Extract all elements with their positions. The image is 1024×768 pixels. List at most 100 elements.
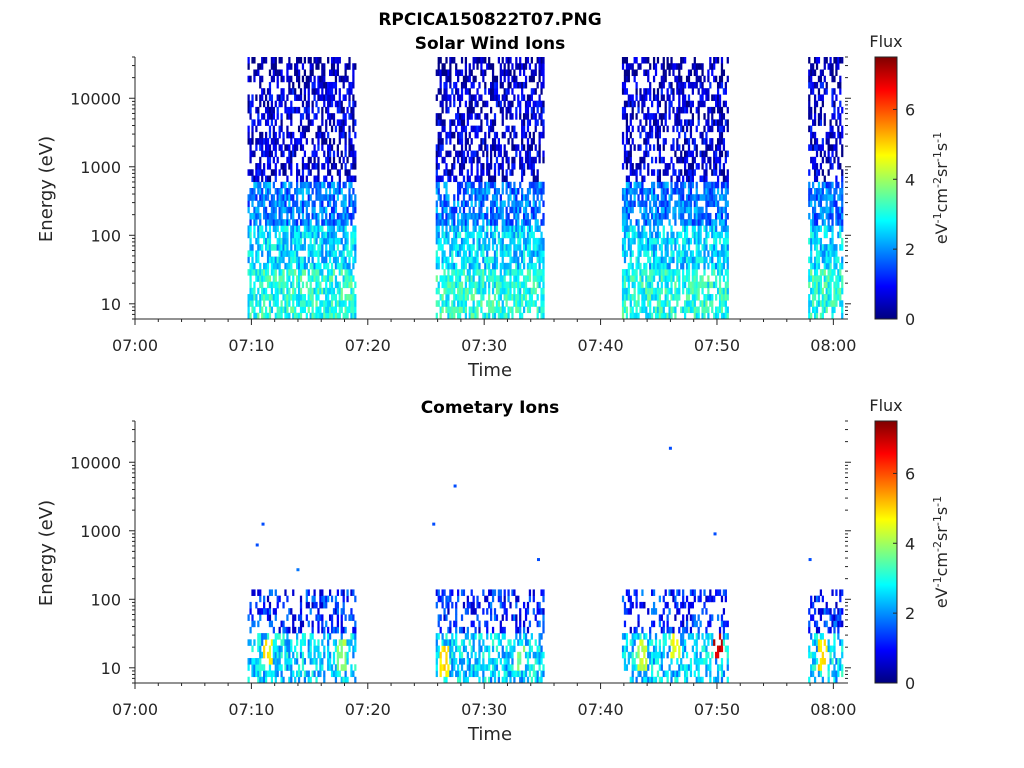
heatmap-cell (503, 231, 506, 239)
heatmap-cell (827, 131, 830, 139)
heatmap-cell (621, 188, 625, 195)
heatmap-cell (439, 175, 442, 183)
heatmap-cell (621, 225, 625, 232)
heatmap-cell (470, 125, 473, 133)
heatmap-cell (348, 144, 351, 151)
heatmap-cell (264, 138, 268, 145)
heatmap-cell (821, 138, 824, 145)
heatmap-cell (643, 306, 646, 314)
heatmap-cell (524, 287, 528, 295)
heatmap-cell (294, 150, 297, 158)
colorbar (874, 56, 898, 320)
heatmap-cell (633, 231, 636, 239)
heatmap-cell (507, 212, 510, 220)
heatmap-cell (813, 138, 817, 145)
heatmap-cell (519, 100, 522, 108)
heatmap-cell (247, 138, 250, 145)
heatmap-cell (292, 144, 295, 151)
heatmap-cell (340, 287, 343, 295)
heatmap-cell (693, 237, 696, 245)
heatmap-cell (491, 175, 495, 183)
heatmap-cell (460, 119, 464, 126)
heatmap-cell (668, 63, 671, 70)
heatmap-cell (662, 262, 665, 270)
heatmap-cell (718, 163, 722, 170)
heatmap-cell (330, 206, 334, 214)
heatmap-cell (837, 131, 840, 139)
heatmap-cell (297, 244, 301, 251)
heatmap-cell (720, 244, 724, 251)
heatmap-cell (443, 219, 446, 226)
heatmap-cell (627, 231, 630, 239)
heatmap-cell (259, 212, 262, 220)
heatmap-cell (718, 144, 722, 151)
heatmap-cell (309, 194, 312, 201)
heatmap-cell (693, 194, 696, 201)
heatmap-cell (660, 275, 663, 282)
heatmap-cell (493, 119, 497, 126)
heatmap-cell (515, 188, 518, 195)
heatmap-cell (687, 294, 691, 301)
heatmap-cell (716, 144, 720, 151)
heatmap-cell (249, 237, 252, 245)
heatmap-cell (827, 262, 830, 270)
heatmap-cell (691, 287, 694, 295)
heatmap-cell (437, 256, 440, 264)
heatmap-cell (633, 194, 636, 201)
heatmap-cell (354, 312, 357, 319)
heatmap-cell (813, 287, 817, 295)
heatmap-cell (513, 212, 516, 220)
heatmap-cell (672, 138, 675, 145)
heatmap-cell (338, 262, 341, 270)
heatmap-cell (451, 250, 454, 257)
heatmap-cell (261, 312, 264, 319)
heatmap-cell (711, 281, 714, 289)
heatmap-cell (328, 225, 332, 232)
heatmap-cell (290, 156, 293, 164)
heatmap-cell (348, 294, 351, 301)
heatmap-cell (522, 119, 526, 126)
heatmap-cell (623, 212, 627, 220)
heatmap-cell (625, 200, 629, 208)
heatmap-cell (662, 300, 665, 307)
heatmap-cell (299, 294, 303, 301)
heatmap-cell (643, 300, 646, 307)
heatmap-cell (823, 119, 826, 126)
heatmap-cell (288, 106, 291, 114)
heatmap-cell (354, 244, 357, 251)
heatmap-cell (447, 200, 450, 208)
heatmap-cell (808, 275, 811, 282)
heatmap-cell (299, 269, 303, 276)
heatmap-cell (652, 94, 656, 101)
heatmap-cell (464, 131, 468, 139)
heatmap-cell (346, 156, 349, 164)
heatmap-cell (261, 188, 264, 195)
heatmap-cell (307, 163, 310, 170)
heatmap-cell (629, 194, 632, 201)
heatmap-cell (532, 113, 535, 120)
heatmap-cell (623, 113, 627, 120)
heatmap-cell (486, 312, 489, 319)
heatmap-cell (317, 175, 320, 183)
heatmap-cell (501, 312, 504, 319)
heatmap-cell (354, 63, 357, 70)
heatmap-cell (687, 256, 691, 264)
heatmap-cell (460, 125, 464, 133)
heatmap-cell (672, 237, 675, 245)
heatmap-cell (829, 63, 832, 70)
heatmap-cell (808, 200, 811, 208)
heatmap-cell (676, 188, 679, 195)
heatmap-cell (682, 244, 685, 251)
heatmap-cell (637, 219, 640, 226)
heatmap-cell (455, 206, 458, 214)
heatmap-cell (654, 294, 658, 301)
heatmap-cell (817, 250, 821, 257)
heatmap-cell (654, 125, 658, 133)
heatmap-cell (354, 206, 357, 214)
heatmap-cell (296, 206, 299, 214)
heatmap-cell (305, 125, 308, 133)
heatmap-cell (623, 269, 627, 276)
heatmap-cell (841, 194, 844, 201)
heatmap-cell (470, 212, 473, 220)
heatmap-cell (536, 169, 539, 176)
